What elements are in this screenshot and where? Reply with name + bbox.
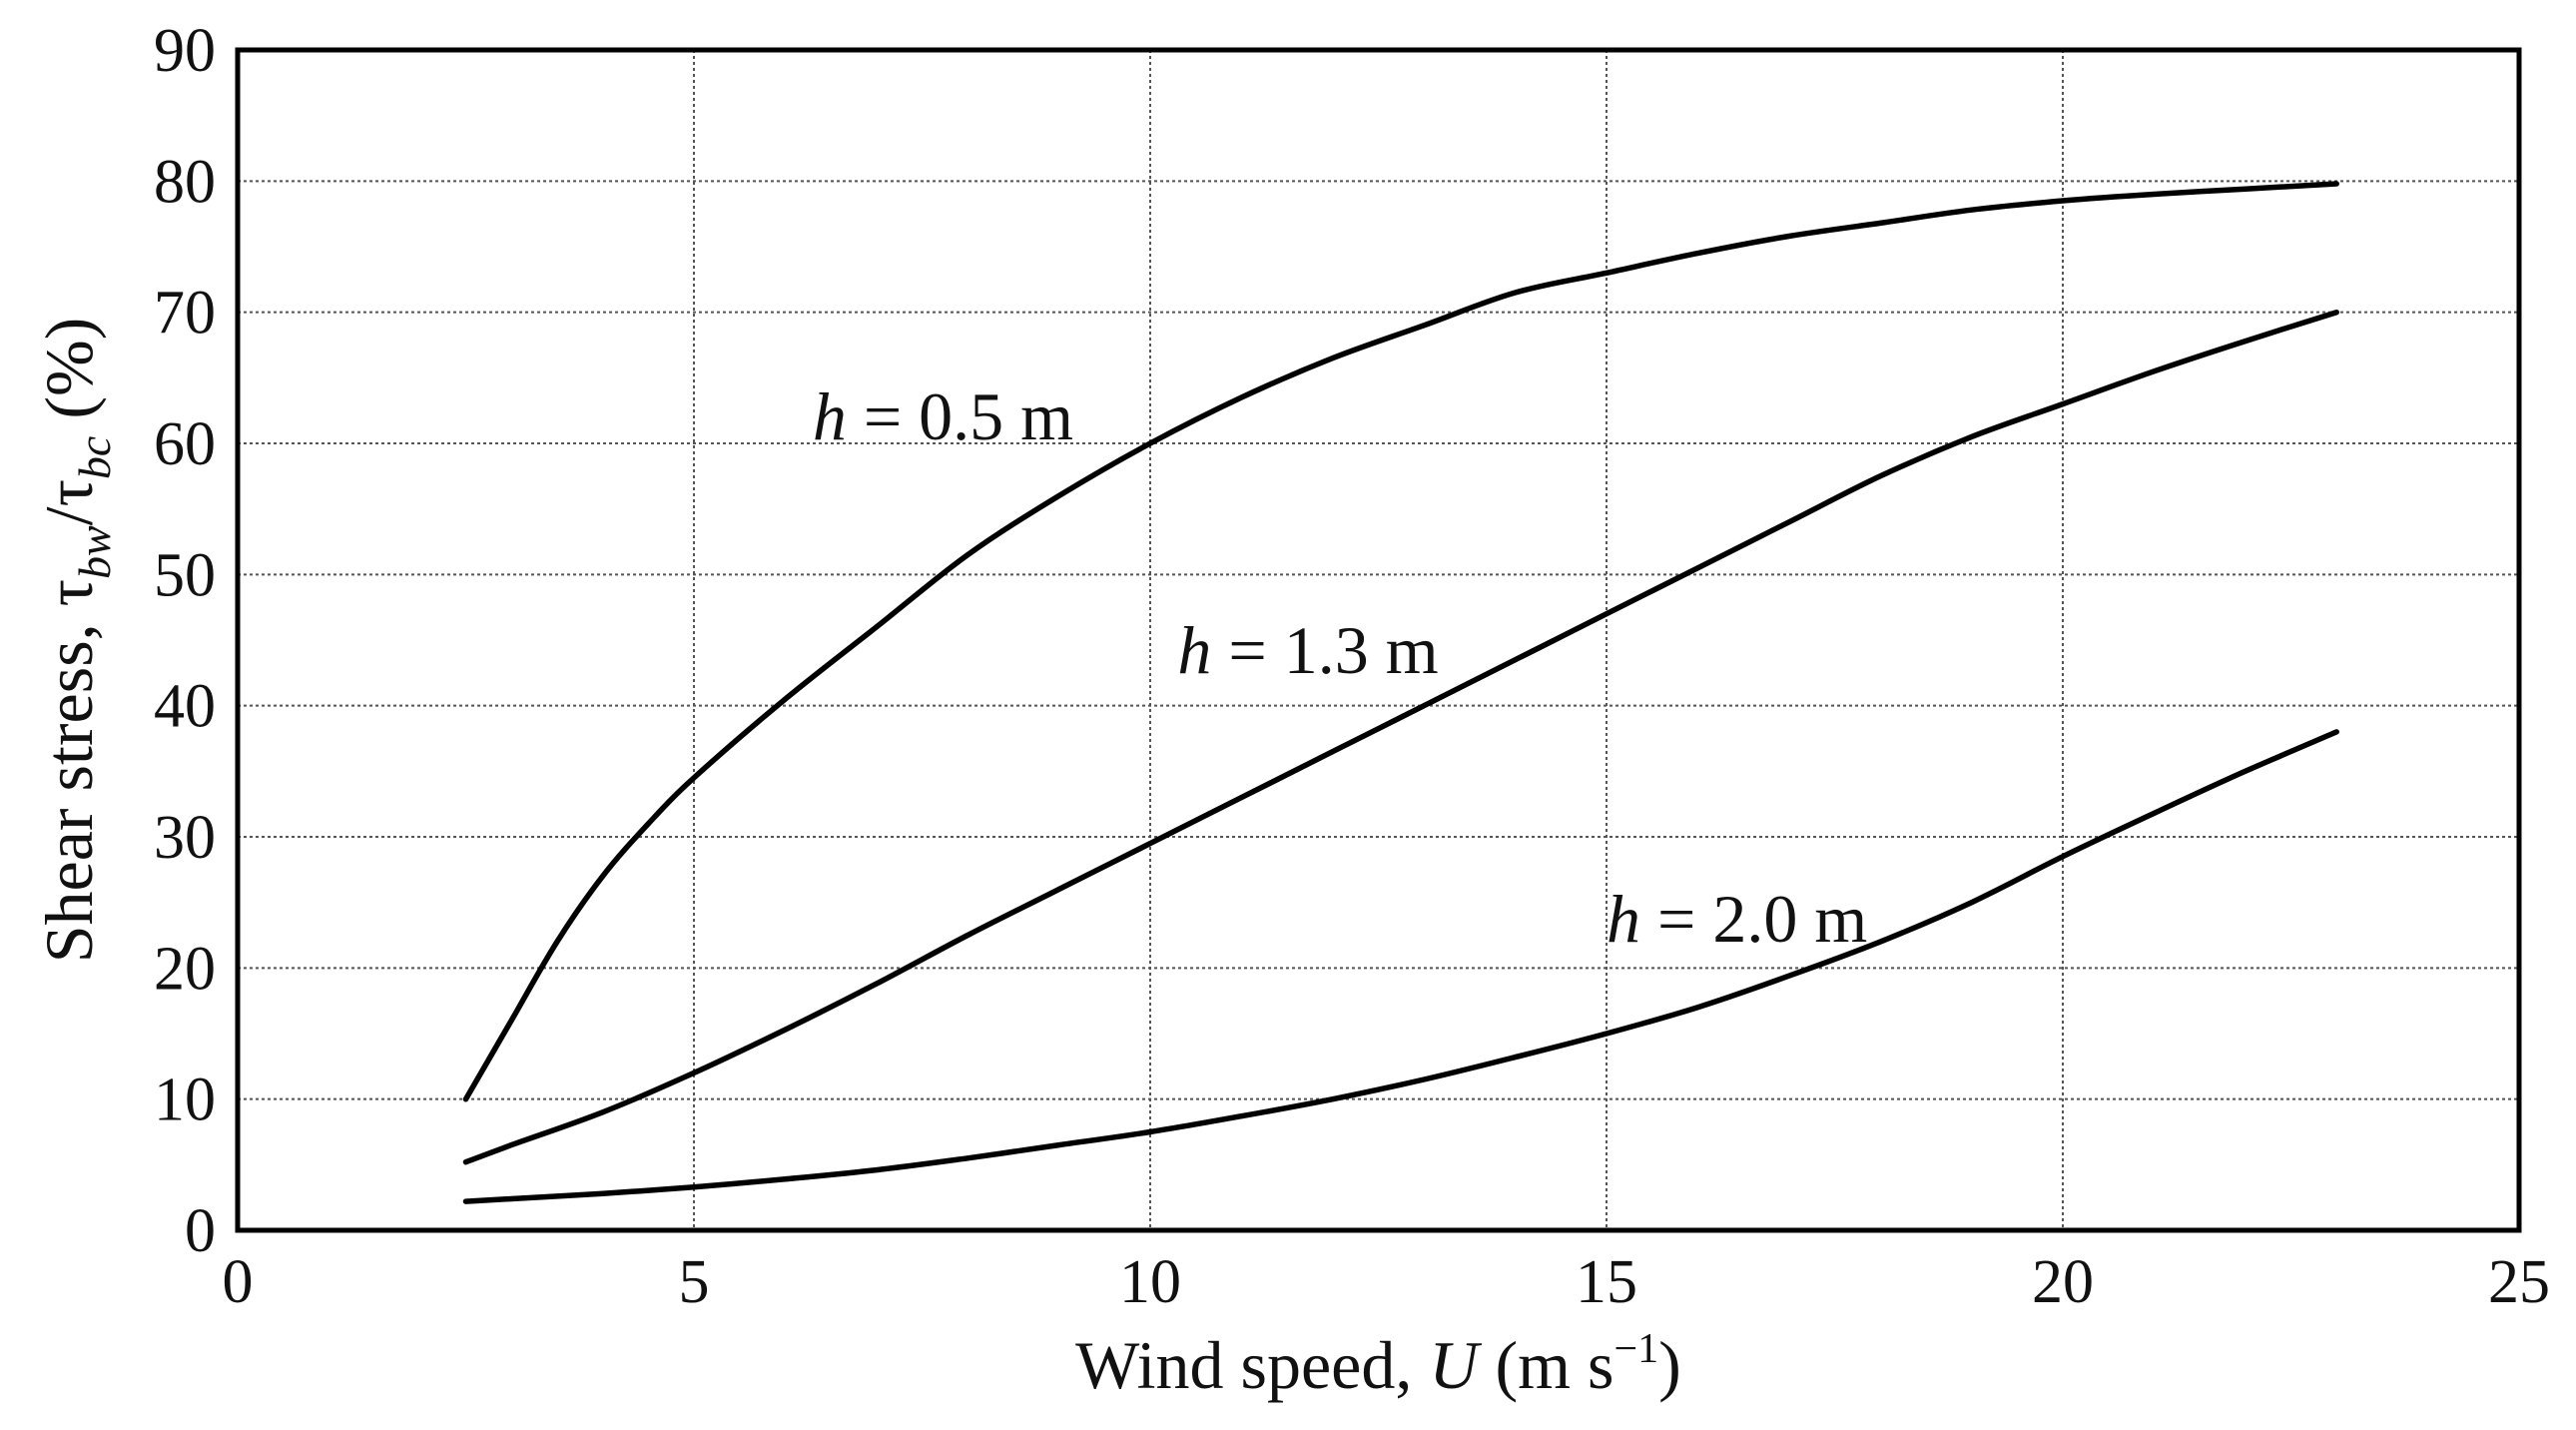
y-tick-label: 70 xyxy=(154,280,216,348)
curve-label-text: = 0.5 m xyxy=(847,378,1073,454)
y-tick-label: 50 xyxy=(154,541,216,609)
x-axis-label-prefix: Wind speed, xyxy=(1075,1327,1429,1403)
grid-layer xyxy=(238,50,2519,1230)
x-axis-label-symbol: U xyxy=(1429,1327,1482,1403)
curve-label-text: = 2.0 m xyxy=(1640,881,1867,957)
x-tick-label: 25 xyxy=(2488,1248,2550,1316)
x-axis-label-units: (m s xyxy=(1478,1327,1613,1403)
curve-label-h-1-3: h = 1.3 m xyxy=(1177,612,1438,688)
y-axis-label-tau: τ xyxy=(31,579,107,606)
curve-h-1-3 xyxy=(462,309,2339,1165)
curve-label-var: h xyxy=(1607,881,1640,957)
curve-h-0-5 xyxy=(462,181,2339,1102)
y-tick-label: 80 xyxy=(154,148,216,216)
plot-frame xyxy=(235,47,2522,1233)
y-axis-label-sub-bw: bw xyxy=(69,525,120,579)
y-axis-label-prefix: Shear stress, xyxy=(31,606,107,963)
y-tick-label: 20 xyxy=(154,935,216,1003)
y-axis-label-units: (%) xyxy=(31,318,107,436)
curve-label-text: = 1.3 m xyxy=(1211,612,1438,688)
x-axis-label: Wind speed, U (m s−1) xyxy=(1075,1326,1681,1403)
y-tick-label: 10 xyxy=(154,1067,216,1134)
x-tick-label: 10 xyxy=(1119,1248,1181,1316)
tick-labels: 0 5 10 15 20 25 0 10 20 30 40 50 60 70 80 90 xyxy=(154,17,2550,1316)
x-tick-label: 5 xyxy=(679,1248,710,1316)
curve-label-h-2-0: h = 2.0 m xyxy=(1607,881,1867,957)
y-tick-label: 60 xyxy=(154,410,216,478)
x-tick-label: 15 xyxy=(1576,1248,1637,1316)
y-axis-label-tau: τ xyxy=(31,479,107,506)
curve-h-2-0 xyxy=(462,729,2339,1204)
x-axis-label-close: ) xyxy=(1658,1327,1681,1403)
curve-label-var: h xyxy=(813,378,847,454)
y-axis-label-slash: / xyxy=(31,506,107,525)
curve-label-var: h xyxy=(1177,612,1211,688)
y-tick-label: 90 xyxy=(154,17,216,85)
x-tick-label: 20 xyxy=(2032,1248,2094,1316)
curve-layer xyxy=(462,181,2339,1204)
y-tick-label: 40 xyxy=(154,673,216,741)
curve-label-h-0-5: h = 0.5 m xyxy=(813,378,1073,454)
y-axis-label: Shear stress, τbw/τbc (%) xyxy=(31,318,120,964)
y-tick-label: 0 xyxy=(185,1197,216,1265)
y-axis-label-sub-bc: bc xyxy=(69,436,120,479)
y-tick-label: 30 xyxy=(154,804,216,872)
x-axis-label-exponent: −1 xyxy=(1613,1326,1658,1372)
x-tick-label: 0 xyxy=(223,1248,254,1316)
